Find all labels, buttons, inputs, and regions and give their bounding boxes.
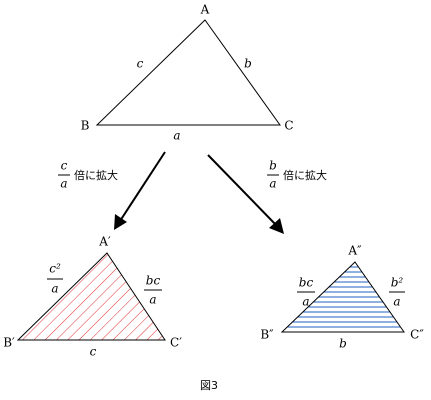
vertex-label: A″	[347, 244, 362, 258]
fraction-numerator: c²	[49, 262, 61, 276]
side-label: c	[90, 345, 97, 359]
vertex-label: A	[200, 3, 210, 17]
vertex-label: C′	[170, 336, 182, 350]
fraction-numerator: c	[61, 159, 68, 173]
vertex-label: B	[81, 119, 90, 133]
arrowhead	[114, 214, 127, 230]
triangle	[280, 261, 405, 333]
vertex-label: B″	[260, 328, 274, 342]
vertex-label: C″	[410, 328, 424, 342]
vertex-label: B′	[3, 336, 15, 350]
caption: 図3	[200, 379, 218, 392]
fraction-numerator: bc	[299, 276, 314, 290]
side-label: b	[339, 337, 347, 351]
arrow	[119, 151, 166, 222]
fraction-denominator: a	[51, 282, 58, 296]
fraction-denominator: a	[269, 177, 276, 191]
triangle	[16, 252, 166, 341]
fraction-numerator: b²	[391, 276, 404, 290]
fraction-denominator: a	[149, 293, 156, 307]
arrow-label: 倍に拡大	[74, 168, 118, 182]
fraction-denominator: a	[393, 295, 400, 309]
arrow	[207, 154, 278, 227]
side-label: b	[244, 57, 252, 71]
arrowhead	[269, 218, 284, 234]
fraction-denominator: a	[60, 177, 67, 191]
fraction-numerator: bc	[146, 274, 161, 288]
fraction-denominator: a	[302, 295, 309, 309]
arrow-label: 倍に拡大	[283, 168, 327, 182]
fraction-numerator: b	[269, 159, 277, 173]
triangle	[95, 19, 281, 126]
vertex-label: C	[284, 119, 293, 133]
side-label: c	[137, 57, 144, 71]
side-label: a	[173, 129, 180, 143]
vertex-label: A′	[98, 235, 111, 249]
